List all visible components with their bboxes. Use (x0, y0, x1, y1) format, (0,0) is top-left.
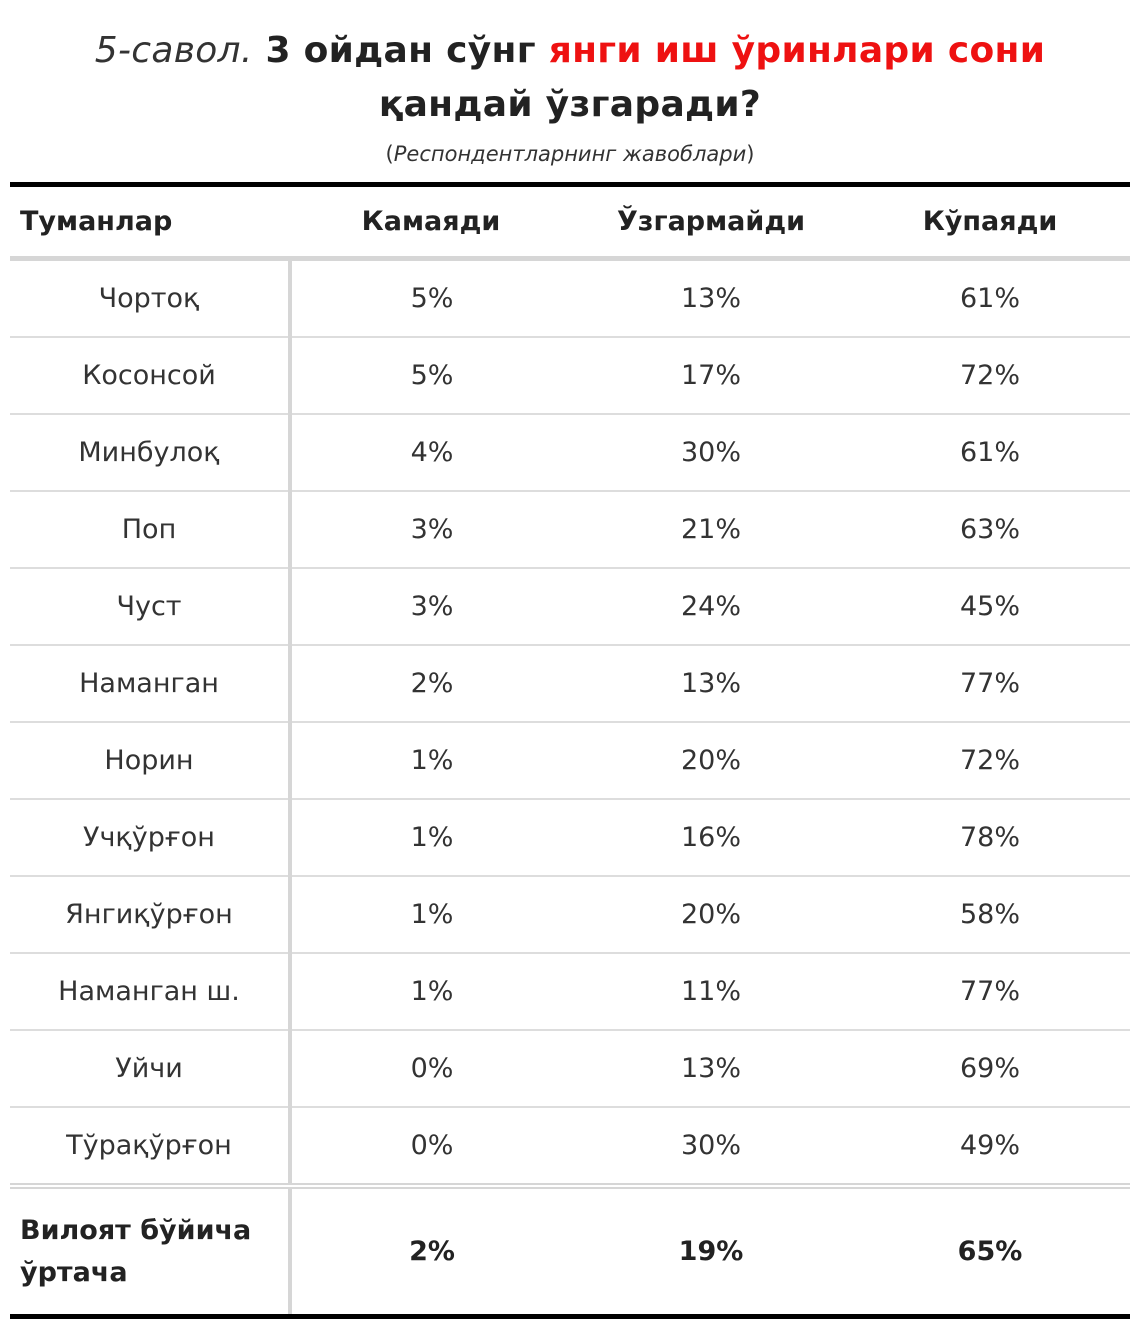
no-change-value: 30% (572, 1107, 850, 1189)
decrease-value: 0% (290, 1107, 572, 1189)
table-header: Туманлар Камаяди Ўзгармайди Кўпаяди (10, 184, 1130, 261)
subtitle-open-paren: ( (385, 142, 394, 166)
regional-average-label: Вилоят бўйича ўртача (10, 1186, 292, 1319)
decrease-value: 0% (290, 1030, 572, 1108)
district-name: Наманган (10, 645, 292, 723)
increase-value: 77% (850, 645, 1130, 723)
district-name: Наманган ш. (10, 953, 292, 1031)
decrease-value: 5% (290, 258, 572, 338)
table-row: Чуст 3% 24% 45% (10, 568, 1130, 646)
results-table: Туманлар Камаяди Ўзгармайди Кўпаяди Чорт… (10, 182, 1130, 1319)
district-name: Минбулоқ (10, 414, 292, 492)
header-row: Туманлар Камаяди Ўзгармайди Кўпаяди (10, 184, 1130, 261)
decrease-value: 1% (290, 876, 572, 954)
table-row: Наманган ш. 1% 11% 77% (10, 953, 1130, 1031)
decrease-value: 1% (290, 953, 572, 1031)
no-change-value: 17% (572, 337, 850, 415)
district-name: Янгиқўрғон (10, 876, 292, 954)
no-change-value: 16% (572, 799, 850, 877)
district-name: Чуст (10, 568, 292, 646)
district-name: Учқўрғон (10, 799, 292, 877)
table-row: Минбулоқ 4% 30% 61% (10, 414, 1130, 492)
no-change-value: 24% (572, 568, 850, 646)
no-change-value: 13% (572, 258, 850, 338)
increase-value: 61% (850, 258, 1130, 338)
average-decrease-value: 2% (290, 1186, 572, 1319)
question-number: 5-савол. (94, 30, 253, 71)
average-no-change-value: 19% (572, 1186, 850, 1319)
table-body: Чортоқ 5% 13% 61% Косонсой 5% 17% 72% Ми… (10, 258, 1130, 1189)
increase-value: 63% (850, 491, 1130, 569)
increase-value: 45% (850, 568, 1130, 646)
decrease-value: 1% (290, 722, 572, 800)
average-increase-value: 65% (850, 1186, 1130, 1319)
no-change-value: 11% (572, 953, 850, 1031)
table-row: Поп 3% 21% 63% (10, 491, 1130, 569)
increase-value: 69% (850, 1030, 1130, 1108)
table-row: Чортоқ 5% 13% 61% (10, 258, 1130, 338)
subtitle-text: Респондентларнинг жавоблари (393, 142, 747, 166)
increase-value: 72% (850, 722, 1130, 800)
table-row: Янгиқўрғон 1% 20% 58% (10, 876, 1130, 954)
district-name: Поп (10, 491, 292, 569)
header-districts: Туманлар (10, 184, 290, 261)
no-change-value: 30% (572, 414, 850, 492)
question-text-part1: 3 ойдан сўнг (252, 30, 549, 71)
question-title: 5-савол. 3 ойдан сўнг янги иш ўринлари с… (0, 0, 1140, 132)
increase-value: 61% (850, 414, 1130, 492)
header-increase: Кўпаяди (850, 184, 1130, 261)
table-row: Уйчи 0% 13% 69% (10, 1030, 1130, 1108)
subtitle-close-paren: ) (746, 142, 755, 166)
no-change-value: 13% (572, 1030, 850, 1108)
decrease-value: 2% (290, 645, 572, 723)
no-change-value: 20% (572, 876, 850, 954)
table-row: Наманган 2% 13% 77% (10, 645, 1130, 723)
decrease-value: 1% (290, 799, 572, 877)
header-decrease: Камаяди (290, 184, 572, 261)
district-name: Косонсой (10, 337, 292, 415)
no-change-value: 13% (572, 645, 850, 723)
decrease-value: 3% (290, 491, 572, 569)
no-change-value: 20% (572, 722, 850, 800)
subtitle: (Респондентларнинг жавоблари) (0, 140, 1140, 168)
district-name: Тўрақўрғон (10, 1107, 292, 1189)
decrease-value: 3% (290, 568, 572, 646)
question-text-part2: қандай ўзгаради? (378, 84, 762, 125)
district-name: Чортоқ (10, 258, 292, 338)
table-footer: Вилоят бўйича ўртача 2% 19% 65% (10, 1186, 1130, 1319)
table-row: Косонсой 5% 17% 72% (10, 337, 1130, 415)
increase-value: 49% (850, 1107, 1130, 1189)
question-highlight: янги иш ўринлари сони (548, 30, 1046, 71)
results-table-container: Туманлар Камаяди Ўзгармайди Кўпаяди Чорт… (10, 182, 1130, 1319)
increase-value: 72% (850, 337, 1130, 415)
header-no-change: Ўзгармайди (572, 184, 850, 261)
table-row: Учқўрғон 1% 16% 78% (10, 799, 1130, 877)
decrease-value: 5% (290, 337, 572, 415)
decrease-value: 4% (290, 414, 572, 492)
district-name: Уйчи (10, 1030, 292, 1108)
increase-value: 78% (850, 799, 1130, 877)
increase-value: 58% (850, 876, 1130, 954)
table-row: Норин 1% 20% 72% (10, 722, 1130, 800)
average-row: Вилоят бўйича ўртача 2% 19% 65% (10, 1186, 1130, 1319)
district-name: Норин (10, 722, 292, 800)
table-row: Тўрақўрғон 0% 30% 49% (10, 1107, 1130, 1189)
increase-value: 77% (850, 953, 1130, 1031)
no-change-value: 21% (572, 491, 850, 569)
